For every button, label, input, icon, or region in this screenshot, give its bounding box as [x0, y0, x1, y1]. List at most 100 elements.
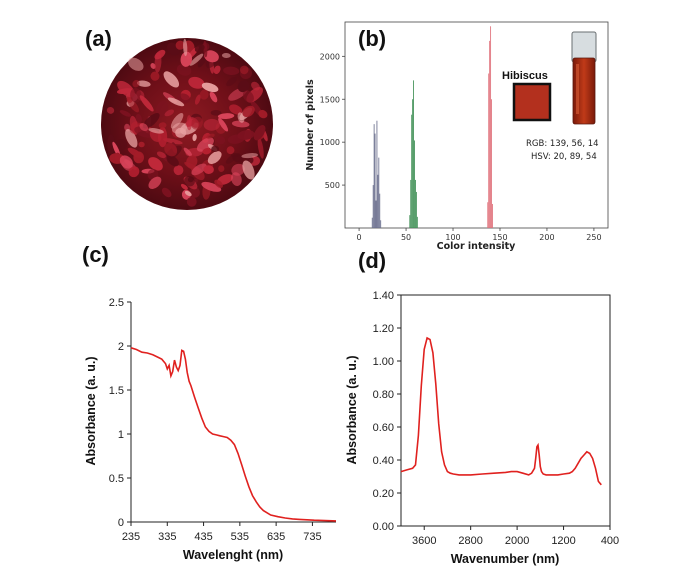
petal — [237, 130, 255, 140]
y-axis-title: Absorbance (a. u.) — [84, 356, 98, 465]
x-tick-label: 2000 — [505, 535, 529, 547]
y-tick-label: 1 — [118, 429, 124, 441]
y-tick-label: 2 — [118, 341, 124, 353]
petal — [186, 155, 198, 169]
ftir-spectrum-chart: 3600 2800 2000 1200 400 0.00 0.20 0.40 0.60 0.80 1… — [345, 290, 619, 566]
petal — [237, 80, 250, 93]
y-tick-label: 0.80 — [373, 389, 394, 401]
hibiscus-photo — [101, 38, 273, 210]
histogram-bar — [491, 99, 492, 228]
petal — [148, 176, 162, 189]
histogram-bar — [374, 133, 376, 228]
histogram-bar — [488, 73, 490, 228]
petal — [119, 110, 132, 117]
histogram-bar — [415, 179, 416, 228]
x-tick-label: 235 — [122, 531, 140, 543]
histogram-bar — [371, 217, 373, 228]
x-tick-label: 0 — [357, 233, 362, 242]
petal — [142, 113, 160, 129]
panel-label-d: (d) — [358, 248, 386, 273]
petal — [128, 57, 144, 71]
petal — [116, 88, 134, 95]
petal — [194, 44, 205, 53]
histogram-bar — [380, 220, 382, 228]
petal — [139, 123, 149, 132]
petal — [125, 128, 138, 148]
petal — [192, 133, 197, 142]
petal — [183, 38, 188, 57]
color-histogram-chart: 0 50 100 150 200 250 500 1000 1500 2000 Color int… — [305, 21, 609, 252]
y-tick-label: 1.00 — [373, 356, 394, 368]
y-tick-label: 2.5 — [109, 297, 124, 309]
petal — [173, 165, 184, 176]
petal — [107, 134, 115, 155]
y-tick-label: 0.00 — [373, 521, 394, 533]
histogram-bar — [375, 200, 377, 228]
petal — [180, 183, 188, 190]
petal — [171, 122, 188, 134]
histogram-bar — [492, 203, 493, 228]
petal — [242, 160, 255, 180]
histogram-bar — [379, 193, 381, 228]
histogram-bar — [416, 216, 418, 228]
petal — [119, 155, 133, 169]
plot-frame — [344, 21, 609, 229]
panel-label-b: (b) — [358, 26, 386, 51]
histogram-bar — [377, 174, 379, 228]
petal — [231, 120, 250, 128]
histogram-bar — [414, 140, 415, 228]
x-tick-label: 735 — [303, 531, 321, 543]
x-tick-label: 400 — [601, 535, 619, 547]
petal — [258, 109, 268, 119]
x-tick-label: 150 — [492, 233, 507, 242]
x-tick-label: 3600 — [412, 535, 436, 547]
x-tick-label: 100 — [445, 233, 460, 242]
y-tick-label: 0.40 — [373, 455, 394, 467]
petal — [164, 109, 175, 117]
histogram-bar — [373, 124, 375, 228]
petal — [175, 40, 185, 50]
x-tick-label: 1200 — [551, 535, 575, 547]
petal — [214, 179, 223, 188]
petal — [163, 138, 183, 145]
petal — [242, 90, 254, 103]
petal — [226, 76, 237, 87]
histogram-bar — [411, 114, 413, 228]
petal — [161, 187, 172, 198]
x-axis-title: Wavenumber (nm) — [451, 552, 560, 566]
x-tick-label: 335 — [158, 531, 176, 543]
y-tick-label: 1.5 — [109, 385, 124, 397]
petal — [218, 165, 225, 172]
petal — [253, 125, 266, 141]
petal — [213, 65, 221, 75]
petal — [164, 142, 178, 157]
petal — [186, 115, 192, 131]
y-tick-label: 1.20 — [373, 323, 394, 335]
petal — [223, 66, 240, 76]
petal — [136, 80, 151, 87]
petal — [216, 136, 226, 145]
petal — [202, 148, 212, 155]
color-swatch — [512, 82, 552, 122]
petal — [210, 109, 222, 116]
petal — [191, 116, 203, 130]
petal — [241, 153, 258, 159]
plot-frame — [400, 294, 611, 527]
petal — [139, 95, 154, 112]
petal — [130, 87, 142, 103]
petal — [148, 128, 164, 134]
petal — [115, 138, 128, 151]
petal — [196, 137, 214, 152]
y-tick-label: 1.40 — [373, 290, 394, 302]
petal — [106, 106, 115, 114]
petal — [217, 113, 235, 120]
petal — [156, 151, 166, 159]
x-tick-label: 50 — [401, 233, 411, 242]
y-tick-label: 0 — [118, 517, 124, 529]
petal — [183, 147, 192, 157]
petal — [206, 133, 215, 139]
petal — [231, 172, 242, 186]
petal — [209, 91, 218, 103]
rgb-values: RGB: 139, 56, 14 — [526, 139, 599, 149]
